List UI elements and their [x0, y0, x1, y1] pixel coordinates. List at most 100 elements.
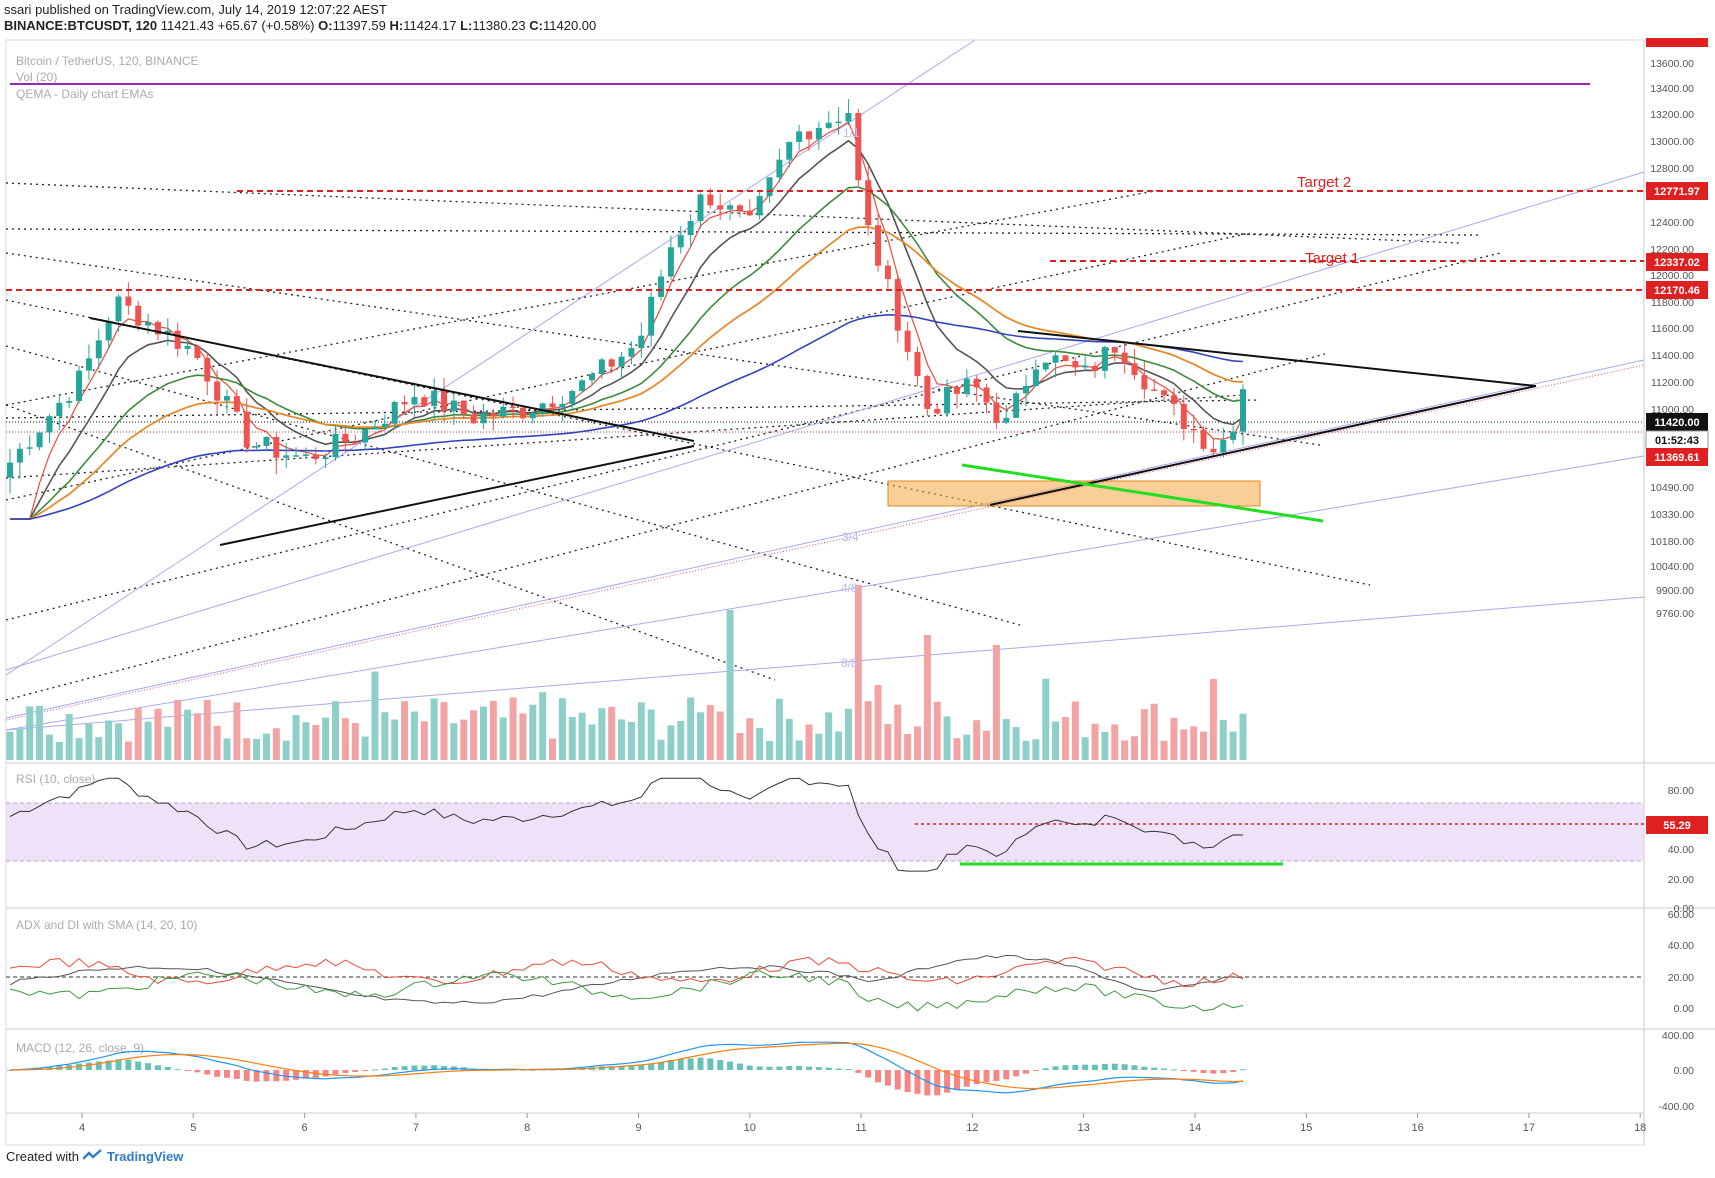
candle-body [441, 390, 448, 412]
candle-body [815, 127, 822, 140]
macd-histogram-bar [441, 1066, 448, 1070]
candle-body [598, 359, 605, 374]
price-axis-ticks: 13600.00 13400.00 13200.00 13000.00 12800.00… [1650, 58, 1694, 1113]
volume-bar [706, 705, 714, 760]
candle-body [164, 330, 171, 335]
candle-body [194, 345, 201, 358]
candle-body [766, 177, 773, 197]
volume-bar [618, 719, 626, 760]
time-axis-label: 18 [1634, 1122, 1646, 1134]
volume-bar [1042, 678, 1050, 760]
price-tag-12771: 12771.97 [1646, 182, 1708, 200]
candle-body [273, 437, 280, 458]
candle-body [233, 396, 240, 412]
candle-body [993, 402, 1000, 423]
volume-bar [499, 717, 507, 760]
candle-body [727, 205, 734, 210]
time-axis-label: 8 [524, 1122, 530, 1134]
macd-histogram-bar [322, 1070, 329, 1077]
macd-histogram-bar [618, 1066, 625, 1070]
candle-body [628, 348, 635, 357]
macd-histogram-bar [233, 1070, 240, 1079]
candle-body [105, 321, 112, 341]
volume-bar [568, 717, 576, 760]
candle-body [519, 407, 526, 419]
volume-bar [95, 737, 103, 760]
volume-bar [75, 738, 83, 760]
ema-long-line [10, 313, 1244, 520]
time-axis-label: 11 [855, 1122, 866, 1134]
volume-bar [687, 697, 695, 760]
macd-histogram-bar [973, 1070, 980, 1084]
candle-body [391, 401, 398, 424]
macd-histogram-bar [687, 1058, 694, 1070]
trendline-drawings [5, 39, 1645, 731]
candle-body [588, 373, 595, 381]
candle-body [154, 322, 161, 335]
candle-body [776, 159, 783, 178]
volume-bar [292, 714, 300, 760]
macd-histogram-bar [805, 1066, 812, 1070]
candle-body [855, 113, 862, 181]
macd-histogram-bar [963, 1070, 970, 1087]
macd-histogram-bar [1013, 1070, 1020, 1077]
volume-bar [371, 671, 379, 760]
macd-histogram-bar [194, 1070, 201, 1073]
price-tag-top [1646, 38, 1708, 47]
macd-histogram-bar [1101, 1063, 1108, 1070]
macd-histogram-bar [115, 1059, 122, 1070]
candle-body [1210, 448, 1217, 453]
volume-bar [36, 705, 44, 760]
fib-label-8-8: 8/8 [841, 656, 858, 670]
macd-histogram-bar [362, 1070, 369, 1071]
close-value: 11420.00 [542, 18, 597, 33]
open-label: O: [318, 18, 333, 33]
rsi-axis-label: 0.00 [1674, 903, 1695, 915]
last-value: 11421.43 [160, 18, 215, 33]
volume-bar [1061, 717, 1069, 760]
dotted-channel-line [5, 232, 1251, 501]
candle-body [362, 429, 369, 443]
macd-histogram-bar [95, 1061, 102, 1070]
volume-bar [795, 740, 803, 760]
candle-body [983, 387, 990, 403]
volume-bar [332, 701, 340, 760]
candle-body [875, 225, 882, 266]
dotted-channel-line [5, 394, 1244, 479]
adx-axis-label: 60.00 [1668, 909, 1694, 921]
candle-body [283, 455, 290, 458]
macd-axis-label: 0.00 [1674, 1065, 1695, 1077]
price-axis-label: 10330.00 [1650, 509, 1694, 521]
volume-bar [766, 741, 774, 760]
fib-fan-line [5, 596, 1645, 731]
author-name[interactable]: ssari [4, 2, 32, 17]
macd-histogram-bar [421, 1065, 428, 1070]
candle-body [756, 196, 763, 216]
price-axis-label: 12400.00 [1650, 217, 1694, 229]
macd-histogram-bar [1180, 1070, 1187, 1071]
volume-bar [884, 724, 892, 760]
candle-body [224, 396, 231, 401]
green-support-line [961, 463, 1324, 523]
candle-body [569, 390, 576, 404]
price-axis-label: 9760.00 [1656, 608, 1694, 620]
tradingview-brand[interactable]: TradingView [106, 1149, 184, 1164]
candle-body [7, 462, 13, 478]
volume-bar [973, 720, 981, 760]
volume-bar [844, 708, 852, 760]
candle-body [1082, 365, 1089, 368]
macd-histogram-bar [1003, 1070, 1010, 1080]
candle-body [559, 403, 566, 408]
candle-body [184, 345, 191, 349]
candle-body [263, 437, 270, 446]
volume-bar [1209, 679, 1217, 760]
macd-histogram-bar [924, 1070, 931, 1096]
candle-body [174, 330, 181, 349]
volume-bar [154, 708, 162, 760]
macd-histogram-bar [164, 1066, 171, 1070]
volume-bar [953, 738, 961, 760]
candle-body [1042, 362, 1049, 370]
volume-bar [361, 736, 369, 760]
macd-histogram-bar [983, 1070, 990, 1083]
